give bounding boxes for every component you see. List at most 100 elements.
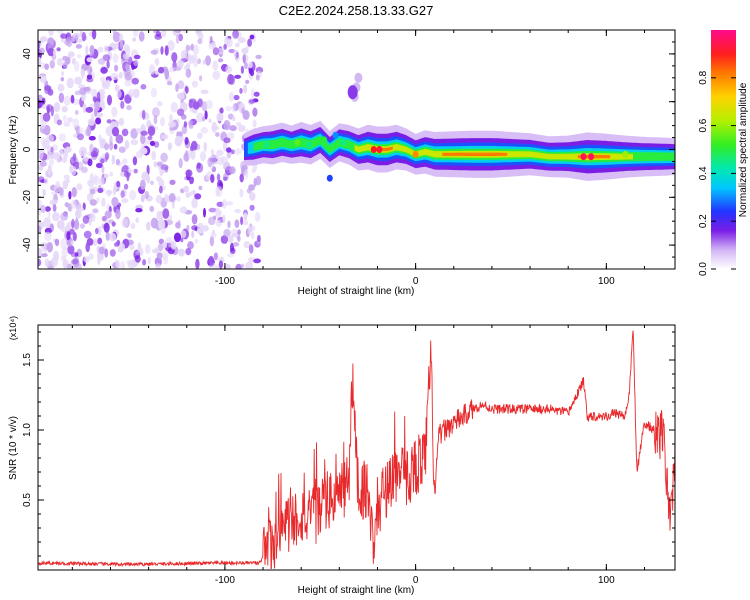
noise-speck [65,225,71,231]
noise-speck [164,193,169,202]
noise-speck [239,87,243,94]
noise-speck [228,74,236,86]
noise-speck [216,257,223,262]
noise-speck [156,176,162,182]
noise-speck [195,258,200,269]
noise-speck [109,171,113,177]
noise-speck [175,83,179,92]
noise-speck [257,234,261,242]
noise-speck [150,49,158,55]
x-tick-label: 0 [413,276,419,287]
noise-speck [180,230,187,239]
spectrogram-heatmap [38,30,675,269]
noise-speck [125,46,131,56]
noise-speck [253,258,261,264]
noise-speck [131,77,139,85]
noise-speck [98,246,105,255]
noise-speck [38,249,42,257]
noise-speck [40,253,48,258]
noise-speck [218,259,223,269]
noise-speck [163,255,169,265]
spectrogram-xlabel: Height of straight line (km) [298,286,415,297]
noise-speck [42,112,51,122]
noise-speck [125,63,130,72]
noise-speck [228,91,235,102]
noise-speck [115,208,121,220]
colorbar: 0.0 0.2 0.4 0.6 0.8 Normalized spectral ampl… [698,30,749,276]
noise-speck [155,246,160,253]
noise-speck [245,261,253,269]
noise-speck [156,252,163,259]
noise-speck [197,132,203,140]
noise-speck [40,118,47,130]
noise-speck [203,141,207,152]
snr-frame [37,324,676,571]
noise-speck [166,80,173,86]
noise-speck [88,135,96,141]
colorbar-tick-label: 0.0 [698,262,709,276]
noise-speck [223,176,228,181]
snr-line [38,330,675,570]
noise-speck [74,110,79,115]
noise-speck [164,45,169,56]
noise-speck [160,152,168,163]
noise-speck [208,255,214,266]
noise-speck [82,215,90,224]
noise-speck [188,99,194,109]
noise-speck [105,189,113,195]
noise-speck [225,65,232,74]
noise-speck [156,210,165,221]
noise-speck [96,197,100,204]
noise-speck [160,46,164,55]
x-tick-label: 0 [413,575,419,586]
noise-speck [168,121,176,128]
noise-speck [63,121,71,127]
noise-speck [237,124,246,132]
noise-speck [213,252,218,261]
spectral-knot [321,136,328,144]
noise-speck [251,88,255,99]
noise-speck [62,61,68,69]
noise-speck [197,58,201,65]
noise-speck [170,102,178,113]
noise-speck [176,196,181,202]
noise-speck [227,235,234,244]
noise-speck [235,263,242,269]
noise-speck [100,66,108,74]
noise-speck [53,102,61,113]
noise-speck [66,77,74,89]
noise-speck [133,54,141,60]
noise-speck [195,30,202,36]
noise-speck [230,149,235,155]
noise-speck [126,233,132,238]
colorbar-gradient [711,30,736,269]
noise-speck [154,58,160,66]
noise-speck [192,101,200,110]
noise-speck [169,179,176,185]
noise-speck [113,143,118,150]
noise-speck [74,61,80,72]
noise-speck [74,34,79,41]
noise-speck [153,161,158,168]
noise-speck [97,187,104,193]
noise-speck [229,125,237,132]
noise-speck [228,48,236,54]
noise-speck [217,58,224,63]
x-tick-label: -100 [215,276,235,287]
spectral-blob [347,85,358,100]
noise-speck [111,154,116,165]
noise-speck [243,84,248,94]
noise-speck [203,207,206,218]
x-tick-label: 100 [598,575,615,586]
noise-speck [180,237,184,243]
noise-speck [47,164,52,176]
noise-speck [70,200,77,209]
noise-speck [219,107,224,114]
noise-speck [223,228,231,237]
noise-speck [149,205,155,212]
noise-speck [140,84,147,90]
noise-speck [138,31,145,42]
noise-speck [157,101,163,107]
noise-speck [248,257,255,263]
noise-speck [118,146,126,153]
